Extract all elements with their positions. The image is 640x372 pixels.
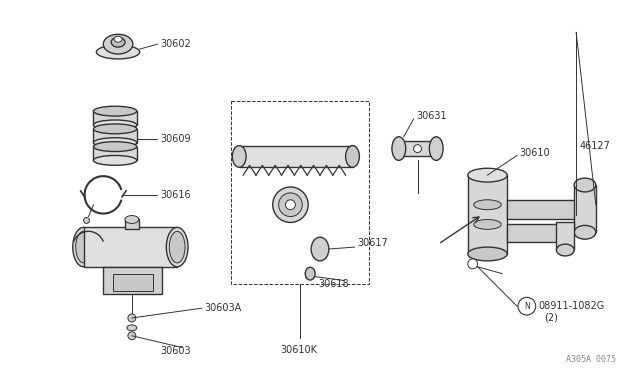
Text: 30631: 30631 [417,111,447,121]
Ellipse shape [429,137,443,160]
Ellipse shape [93,155,137,165]
Ellipse shape [76,231,92,263]
Text: 30609: 30609 [161,134,191,144]
Ellipse shape [128,332,136,340]
Text: 08911-1082G: 08911-1082G [539,301,605,311]
Ellipse shape [73,227,95,267]
Ellipse shape [128,314,136,322]
Bar [556,222,574,250]
Bar [93,129,137,142]
Bar [468,175,507,254]
Ellipse shape [468,247,507,261]
Ellipse shape [468,168,507,182]
Ellipse shape [311,237,329,261]
Ellipse shape [114,36,122,42]
Ellipse shape [103,34,133,54]
Bar [93,111,137,125]
Ellipse shape [468,259,477,269]
Text: 30617: 30617 [357,238,388,248]
Bar [231,101,369,283]
Bar [93,147,137,160]
Text: 30602: 30602 [161,39,191,49]
Ellipse shape [574,178,596,192]
Text: (2): (2) [545,313,559,323]
Ellipse shape [474,219,501,230]
Text: A305A 0075: A305A 0075 [566,355,616,364]
Text: 30618: 30618 [318,279,349,289]
Ellipse shape [93,124,137,134]
Ellipse shape [125,215,139,224]
Text: 30603: 30603 [161,346,191,356]
Bar [574,185,596,232]
Bar [507,200,576,219]
Ellipse shape [392,137,406,160]
Ellipse shape [93,138,137,148]
Ellipse shape [97,45,140,59]
Text: 46127: 46127 [579,141,610,151]
Ellipse shape [93,106,137,116]
Ellipse shape [93,120,137,130]
Ellipse shape [278,193,302,217]
Bar [399,141,436,157]
Bar [103,267,163,294]
Ellipse shape [166,227,188,267]
Bar [84,227,177,267]
Text: 30610: 30610 [519,148,550,157]
Ellipse shape [556,244,574,256]
Circle shape [518,297,536,315]
Ellipse shape [346,145,360,167]
Ellipse shape [574,225,596,239]
Bar [239,145,353,167]
Ellipse shape [111,37,125,47]
Ellipse shape [232,145,246,167]
Text: N: N [524,302,530,311]
Ellipse shape [413,145,422,153]
Text: 30610K: 30610K [280,344,317,355]
Ellipse shape [285,200,296,210]
Bar [125,219,139,230]
Ellipse shape [305,267,315,280]
Ellipse shape [93,142,137,151]
Text: 30616: 30616 [161,190,191,200]
Text: 30603A: 30603A [205,303,242,313]
Bar [507,224,561,242]
Ellipse shape [127,325,137,331]
Bar [113,274,152,291]
Ellipse shape [474,200,501,210]
Ellipse shape [170,231,185,263]
Ellipse shape [273,187,308,222]
Ellipse shape [84,218,90,224]
